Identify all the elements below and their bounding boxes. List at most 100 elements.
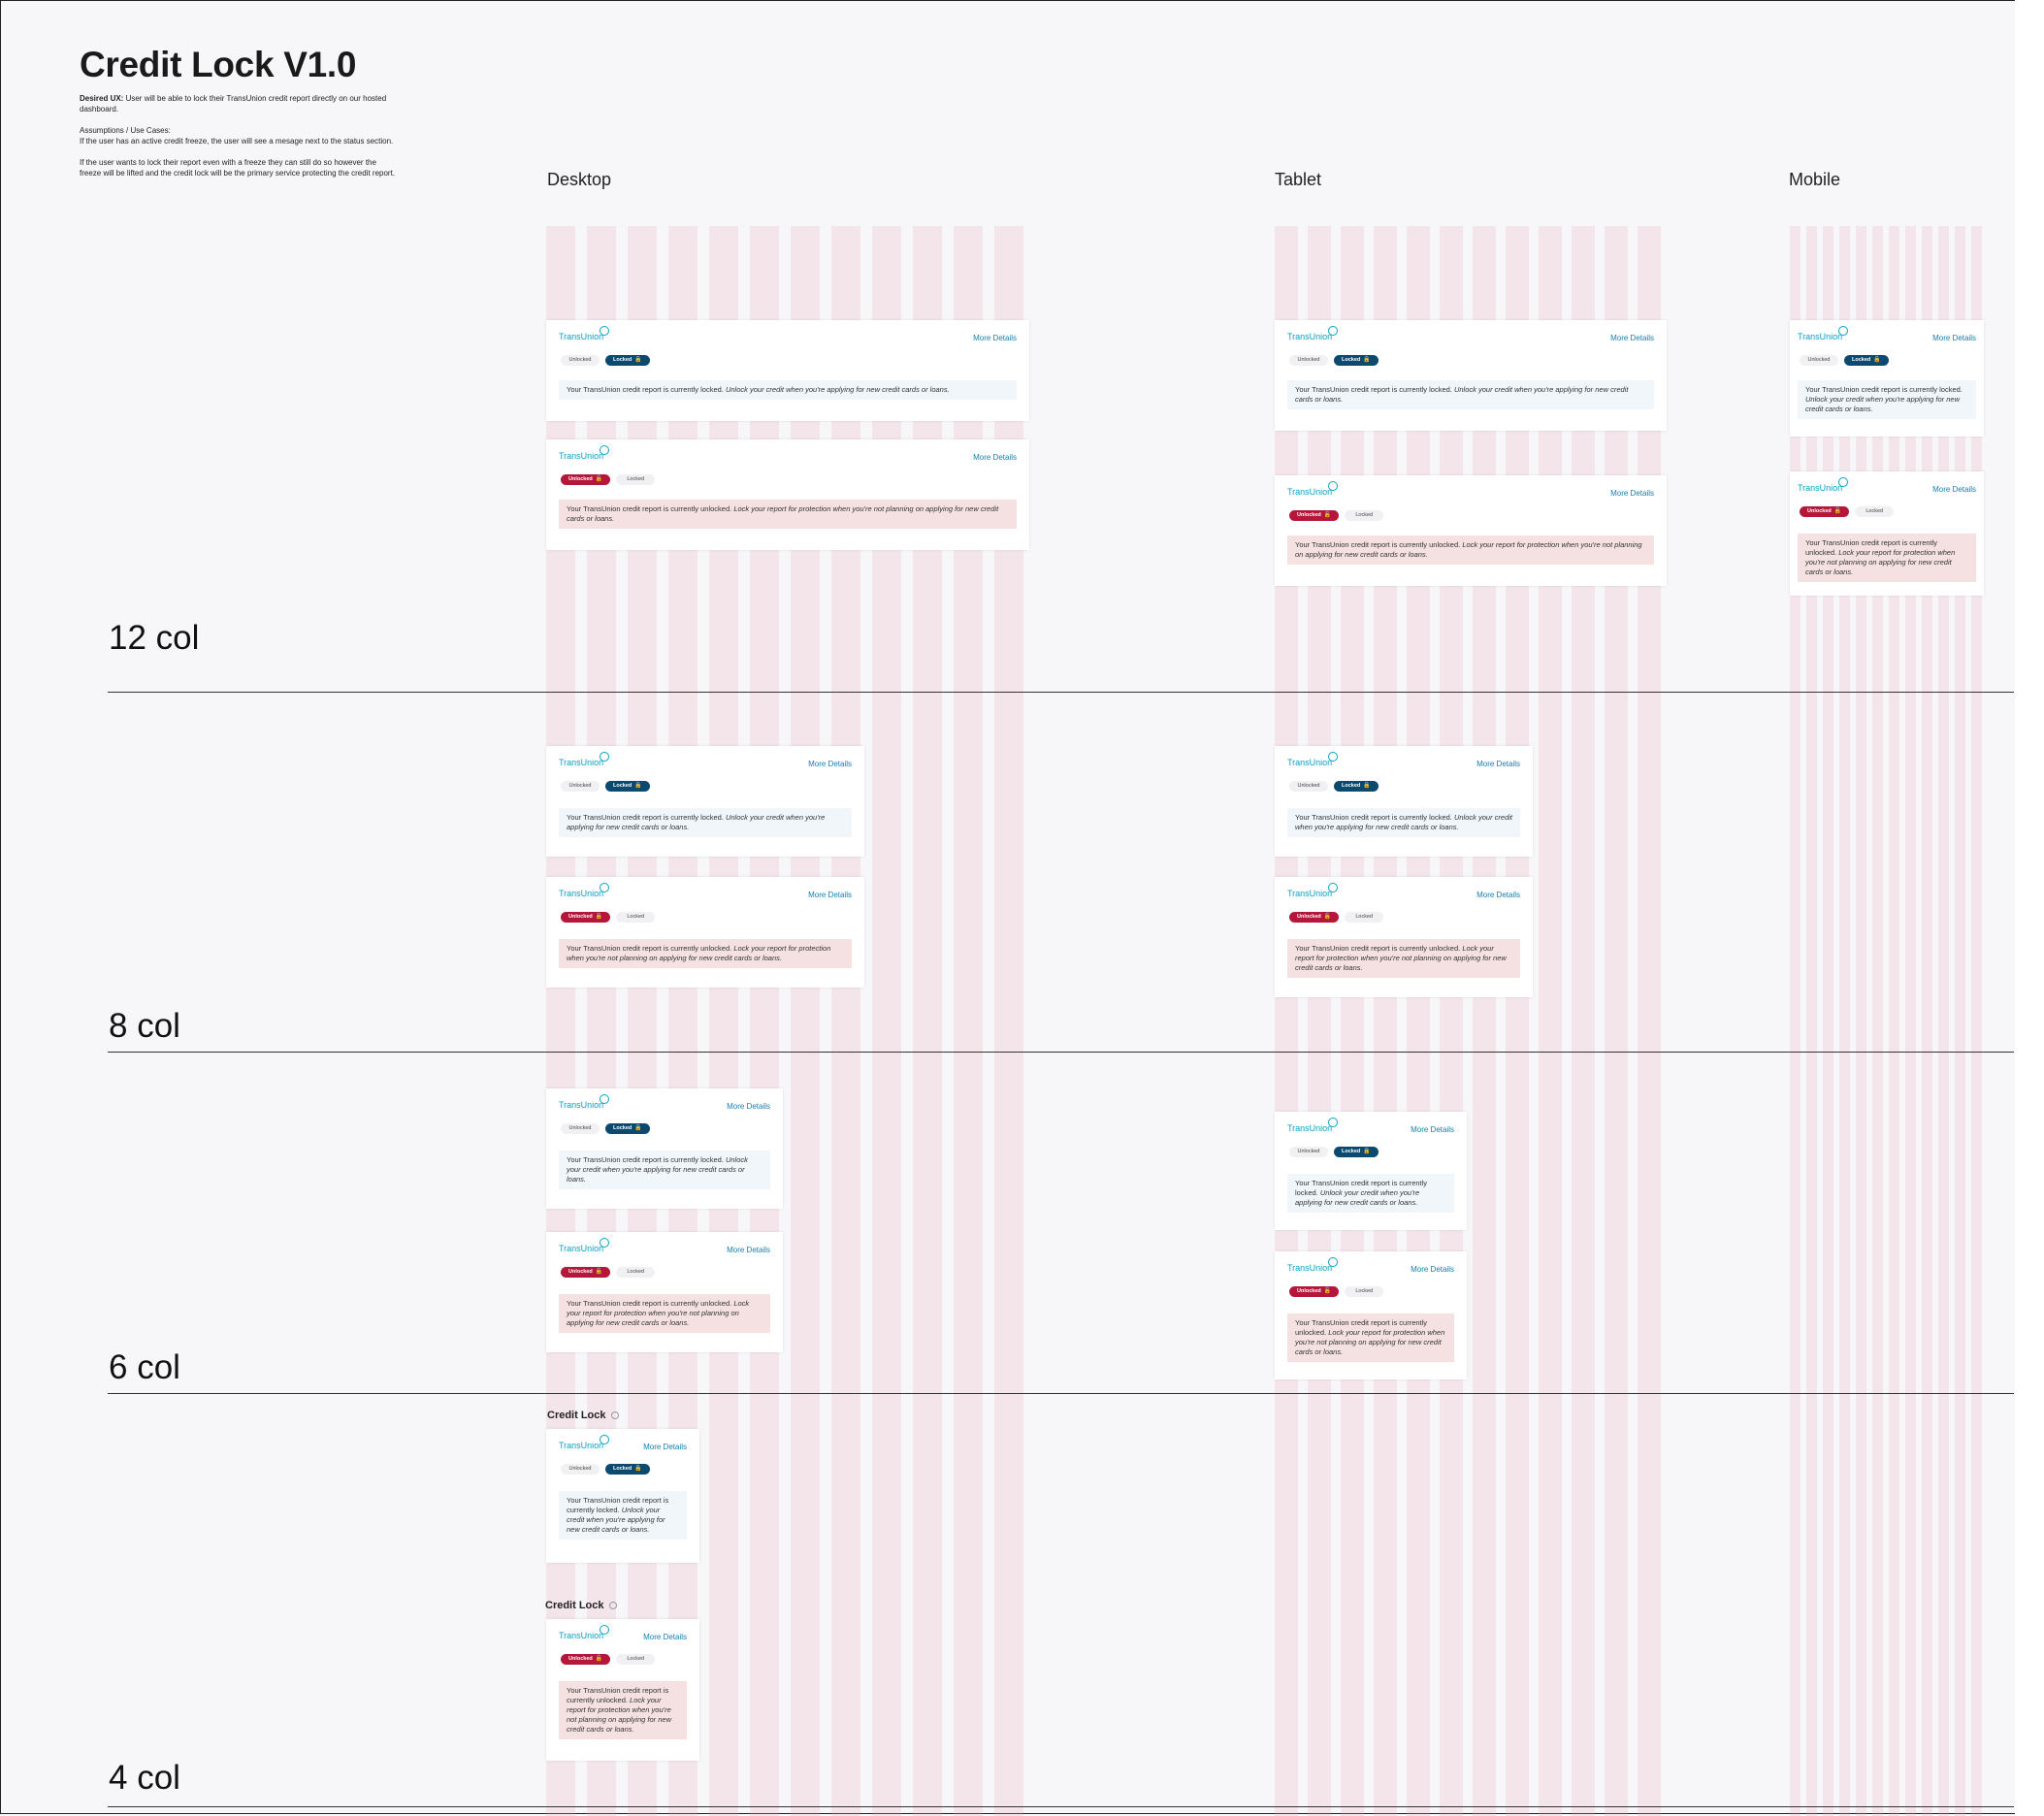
info-icon[interactable] [608, 1602, 617, 1610]
unlocked-button[interactable]: Unlocked [1289, 355, 1328, 366]
transunion-logo: TransUnion [1287, 883, 1338, 898]
unlock-icon: 🔓 [1323, 512, 1332, 518]
more-details-link[interactable]: More Details [1610, 489, 1654, 498]
more-details-link[interactable]: More Details [1476, 760, 1520, 768]
status-message: Your TransUnion credit report is current… [1287, 535, 1654, 565]
lock-toggle: Unlocked Locked 🔒 [561, 355, 656, 366]
lock-icon: 🔒 [634, 1466, 642, 1472]
credit-lock-card-locked: TransUnion More Details Unlocked Locked 🔒 … [1275, 746, 1533, 857]
locked-button[interactable]: Locked 🔒 [605, 1123, 650, 1134]
locked-button[interactable]: Locked [1855, 506, 1895, 517]
status-message: Your TransUnion credit report is current… [1798, 380, 1976, 419]
unlocked-button[interactable]: Unlocked 🔓 [1289, 912, 1340, 923]
unlocked-button[interactable]: Unlocked [561, 1464, 600, 1475]
more-details-link[interactable]: More Details [1932, 334, 1976, 342]
unlocked-button[interactable]: Unlocked 🔓 [1289, 510, 1340, 521]
unlock-icon: 🔓 [595, 1269, 603, 1275]
locked-button[interactable]: Locked 🔒 [605, 1464, 650, 1475]
more-details-link[interactable]: More Details [643, 1443, 687, 1451]
transunion-logo: TransUnion [1287, 1118, 1338, 1133]
locked-button[interactable]: Locked 🔒 [1334, 355, 1379, 366]
logo-mark-icon [600, 1435, 609, 1444]
logo-mark-icon [1328, 1118, 1338, 1127]
transunion-logo: TransUnion [559, 1435, 609, 1450]
page-description: Desired UX: User will be able to lock th… [80, 93, 400, 189]
info-icon[interactable] [610, 1411, 619, 1420]
unlocked-button[interactable]: Unlocked 🔓 [561, 1654, 611, 1665]
unlocked-button[interactable]: Unlocked 🔓 [561, 474, 611, 485]
transunion-logo: TransUnion [1798, 477, 1848, 493]
credit-lock-card-locked: TransUnion More Details Unlocked Locked 🔒 … [1790, 320, 1984, 437]
locked-button[interactable]: Locked [616, 1654, 656, 1665]
row-divider [108, 692, 2014, 693]
more-details-link[interactable]: More Details [1610, 334, 1654, 342]
unlock-icon: 🔓 [1323, 1288, 1332, 1294]
row-label-6-col: 6 col [109, 1348, 180, 1386]
locked-button[interactable]: Locked [616, 912, 656, 923]
unlocked-button[interactable]: Unlocked [561, 781, 600, 792]
locked-button[interactable]: Locked 🔒 [1844, 355, 1889, 366]
more-details-link[interactable]: More Details [1476, 891, 1520, 899]
logo-mark-icon [600, 445, 609, 455]
credit-lock-card-locked: TransUnion More Details Unlocked Locked 🔒 … [546, 1429, 699, 1563]
locked-button[interactable]: Locked 🔒 [1334, 1147, 1379, 1157]
unlocked-button[interactable]: Unlocked 🔓 [561, 912, 611, 923]
status-message: Your TransUnion credit report is current… [559, 1294, 770, 1333]
unlocked-button[interactable]: Unlocked [1800, 355, 1838, 366]
unlocked-button[interactable]: Unlocked 🔓 [1289, 1286, 1340, 1297]
locked-button[interactable]: Locked [616, 474, 656, 485]
lock-toggle: Unlocked 🔓 Locked [561, 474, 661, 485]
lock-toggle: Unlocked Locked 🔒 [1800, 355, 1895, 366]
lock-icon: 🔒 [1363, 783, 1371, 789]
more-details-link[interactable]: More Details [727, 1246, 770, 1254]
unlocked-button[interactable]: Unlocked 🔓 [1800, 506, 1850, 517]
more-details-link[interactable]: More Details [643, 1633, 687, 1641]
lock-toggle: Unlocked Locked 🔒 [1289, 1147, 1384, 1157]
locked-button[interactable]: Locked 🔒 [605, 781, 650, 792]
unlocked-button[interactable]: Unlocked 🔓 [561, 1267, 611, 1278]
status-message: Your TransUnion credit report is current… [1287, 808, 1520, 837]
more-details-link[interactable]: More Details [1411, 1125, 1454, 1134]
row-divider [108, 1806, 2014, 1807]
more-details-link[interactable]: More Details [973, 453, 1017, 462]
logo-mark-icon [1328, 883, 1338, 892]
unlocked-button[interactable]: Unlocked [561, 355, 600, 366]
more-details-link[interactable]: More Details [808, 760, 852, 768]
locked-button[interactable]: Locked [616, 1267, 656, 1278]
credit-lock-card-unlocked: TransUnion More Details Unlocked 🔓 Locked … [546, 1619, 699, 1761]
transunion-logo: TransUnion [559, 1238, 609, 1253]
column-heading-desktop: Desktop [547, 170, 612, 189]
lock-toggle: Unlocked Locked 🔒 [561, 781, 656, 792]
unlocked-button[interactable]: Unlocked [561, 1123, 600, 1134]
more-details-link[interactable]: More Details [1411, 1265, 1454, 1274]
unlocked-button[interactable]: Unlocked [1289, 1147, 1328, 1157]
more-details-link[interactable]: More Details [808, 891, 852, 899]
lock-toggle: Unlocked Locked 🔒 [561, 1464, 656, 1475]
status-message: Your TransUnion credit report is current… [559, 1491, 687, 1540]
transunion-logo: TransUnion [559, 883, 609, 898]
assumption-2: If the user wants to lock their report e… [80, 158, 396, 178]
lock-toggle: Unlocked 🔓 Locked [1289, 1286, 1389, 1297]
status-message: Your TransUnion credit report is current… [1287, 1313, 1454, 1362]
credit-lock-card-unlocked: TransUnion More Details Unlocked 🔓 Locked … [1790, 471, 1984, 596]
unlocked-button[interactable]: Unlocked [1289, 781, 1328, 792]
locked-button[interactable]: Locked [1345, 1286, 1384, 1297]
logo-mark-icon [1328, 1257, 1338, 1267]
credit-lock-heading: Credit Lock [547, 1410, 619, 1421]
locked-button[interactable]: Locked [1345, 510, 1384, 521]
desired-ux-text: User will be able to lock their TransUni… [80, 94, 387, 114]
more-details-link[interactable]: More Details [727, 1102, 770, 1111]
transunion-logo: TransUnion [559, 1094, 609, 1110]
row-label-12-col: 12 col [109, 619, 200, 657]
logo-mark-icon [1838, 477, 1848, 487]
tablet-grid-overlay [1275, 226, 1668, 1816]
lock-toggle: Unlocked Locked 🔒 [561, 1123, 656, 1134]
locked-button[interactable]: Locked 🔒 [1334, 781, 1379, 792]
credit-lock-card-locked: TransUnion More Details Unlocked Locked 🔒 … [546, 746, 864, 857]
locked-button[interactable]: Locked [1345, 912, 1384, 923]
lock-toggle: Unlocked 🔓 Locked [1289, 912, 1389, 923]
credit-lock-card-unlocked: TransUnion More Details Unlocked 🔓 Locked … [546, 877, 864, 988]
more-details-link[interactable]: More Details [973, 334, 1017, 342]
locked-button[interactable]: Locked 🔒 [605, 355, 650, 366]
more-details-link[interactable]: More Details [1932, 485, 1976, 494]
